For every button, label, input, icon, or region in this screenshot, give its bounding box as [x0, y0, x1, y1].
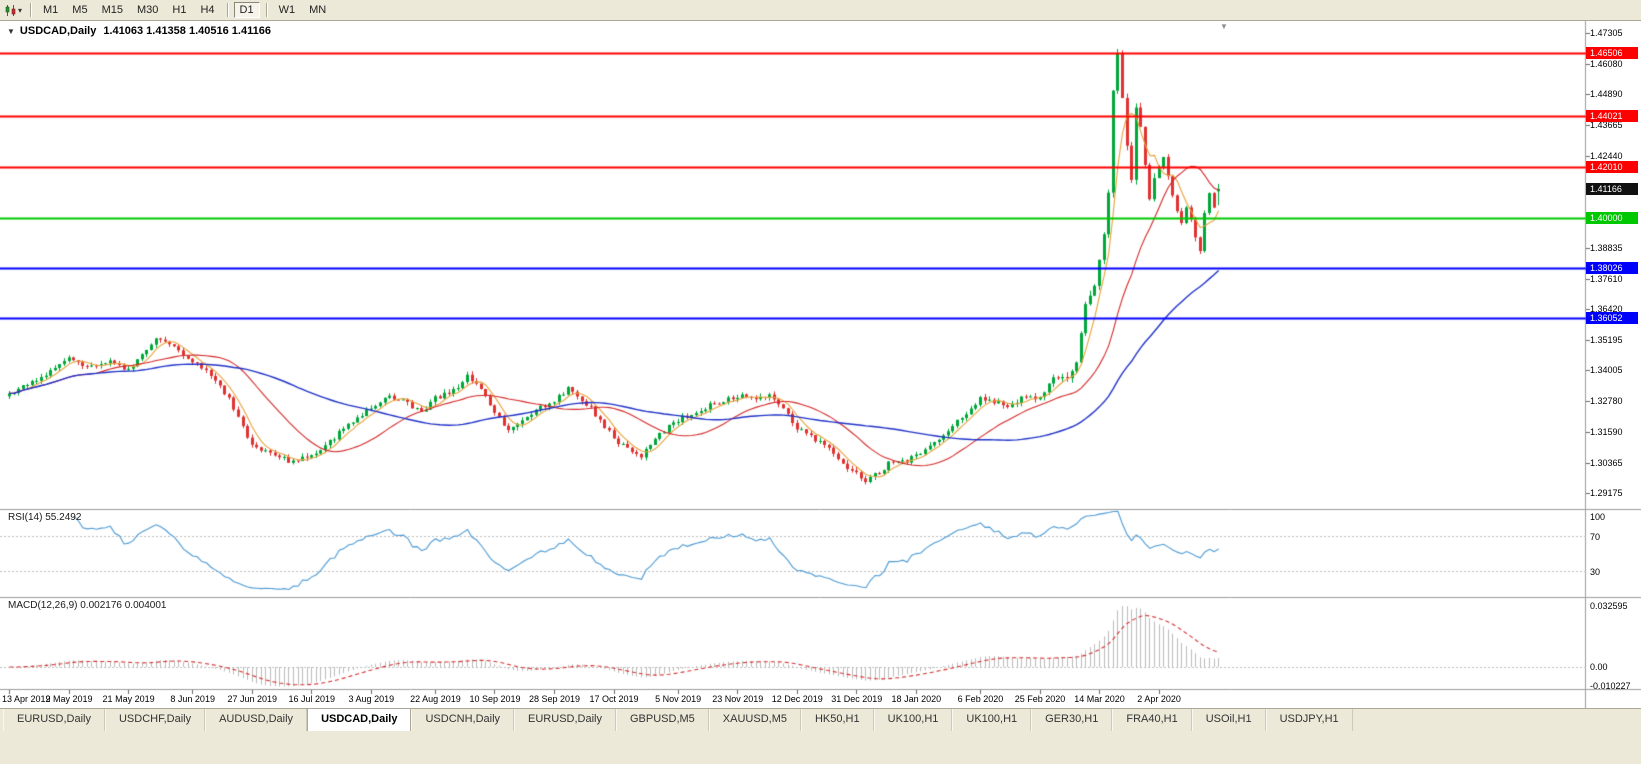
chart-tab-bar: EURUSD,Daily USDCHF,Daily AUDUSD,Daily USDC… — [0, 708, 1641, 731]
chart-tab-eurusd-daily[interactable]: EURUSD,Daily — [514, 709, 616, 731]
current-price-label: 1.41166 — [1586, 182, 1638, 195]
date-axis-label: 12 Dec 2019 — [771, 694, 823, 704]
chart-tab-hk50-h1[interactable]: HK50,H1 — [800, 709, 874, 731]
rsi-axis-label: 100 — [1590, 512, 1606, 522]
date-axis-label: 13 Apr 2019 — [2, 694, 51, 704]
timeframe-toolbar: ▾ M1 M5 M15 M30 H1 H4 D1 W1 MN — [0, 0, 1641, 21]
level-price-label: 1.44021 — [1586, 110, 1638, 123]
price-axis-label: 1.36420 — [1590, 304, 1623, 315]
macd-indicator-label: MACD(12,26,9) 0.002176 0.004001 — [8, 600, 167, 611]
chart-shift-marker-icon[interactable]: ▼ — [1220, 22, 1228, 31]
chart-tab-xauusd-m5[interactable]: XAUUSD,M5 — [708, 709, 801, 731]
date-axis-label: 3 Aug 2019 — [348, 694, 395, 704]
chart-tab-ger30-h1[interactable]: GER30,H1 — [1031, 709, 1113, 731]
timeframe-buttons: M1 M5 M15 M30 H1 H4 D1 W1 MN — [36, 2, 333, 18]
date-axis-label: 2 Apr 2020 — [1137, 694, 1181, 704]
price-axis-label: 1.37610 — [1590, 273, 1623, 284]
chart-tab-gbpusd-m5[interactable]: GBPUSD,M5 — [616, 709, 709, 731]
timeframe-button-d1[interactable]: D1 — [233, 2, 260, 18]
macd-axis-label: 0.00 — [1590, 662, 1608, 672]
timeframe-button-mn[interactable]: MN — [309, 4, 327, 16]
level-price-label: 1.42010 — [1586, 161, 1638, 174]
level-price-label: 1.40000 — [1586, 212, 1638, 225]
level-price-label: 1.36052 — [1586, 312, 1638, 325]
date-axis-label: 8 Jun 2019 — [170, 694, 215, 704]
dropdown-caret-icon[interactable]: ▾ — [18, 5, 23, 15]
price-axis-label: 1.34005 — [1590, 365, 1623, 376]
timeframe-button-h4[interactable]: H4 — [200, 4, 215, 16]
chart-type-icon[interactable] — [4, 4, 17, 17]
collapse-arrow-icon[interactable]: ▼ — [7, 27, 15, 36]
toolbar-separator — [226, 3, 228, 17]
chart-legend: ▼ USDCAD,Daily 1.41063 1.41358 1.40516 1.4… — [7, 25, 271, 37]
chart-tab-usdjpy-h1[interactable]: USDJPY,H1 — [1265, 709, 1353, 731]
price-axis-label: 1.31590 — [1590, 426, 1623, 437]
timeframe-button-m1[interactable]: M1 — [43, 4, 59, 16]
toolbar-separator — [30, 3, 32, 17]
date-axis-label: 31 Dec 2019 — [831, 694, 883, 704]
price-axis-label: 1.38835 — [1590, 242, 1623, 253]
date-axis-label: 14 Mar 2020 — [1074, 694, 1125, 704]
price-axis-label: 1.47305 — [1590, 28, 1623, 39]
price-chart-canvas[interactable] — [0, 0, 1641, 708]
chart-tab-usdchf-daily[interactable]: USDCHF,Daily — [104, 709, 206, 731]
date-axis-label: 6 Feb 2020 — [957, 694, 1004, 704]
date-axis-label: 16 Jul 2019 — [288, 694, 336, 704]
chart-tab-fra40-h1[interactable]: FRA40,H1 — [1112, 709, 1192, 731]
date-axis-label: 23 Nov 2019 — [712, 694, 764, 704]
date-axis-label: 10 Sep 2019 — [469, 694, 521, 704]
price-axis-label: 1.44890 — [1590, 89, 1623, 100]
ohlc-values: 1.41063 1.41358 1.40516 1.41166 — [103, 25, 271, 37]
rsi-indicator-label: RSI(14) 55.2492 — [8, 512, 82, 523]
chart-tab-audusd-daily[interactable]: AUDUSD,Daily — [205, 709, 308, 731]
date-axis-label: 27 Jun 2019 — [227, 694, 278, 704]
price-axis-label: 1.43665 — [1590, 120, 1623, 131]
date-axis-label: 28 Sep 2019 — [528, 694, 581, 704]
timeframe-button-m15[interactable]: M15 — [101, 4, 123, 16]
timeframe-button-h1[interactable]: H1 — [172, 4, 187, 16]
price-axis-label: 1.32780 — [1590, 396, 1623, 407]
macd-axis-label: 0.032595 — [1590, 601, 1628, 611]
level-price-label: 1.46506 — [1586, 47, 1638, 60]
chart-tab-usdcnh-daily[interactable]: USDCNH,Daily — [411, 709, 515, 731]
chart-tab-uk100-h1[interactable]: UK100,H1 — [952, 709, 1032, 731]
date-axis-label: 21 May 2019 — [102, 694, 155, 704]
price-axis-label: 1.29175 — [1590, 487, 1623, 498]
rsi-axis-label: 70 — [1590, 532, 1601, 543]
timeframe-button-m5[interactable]: M5 — [72, 4, 88, 16]
toolbar-separator — [265, 3, 267, 17]
price-axis-label: 1.46080 — [1590, 59, 1623, 70]
price-axis-label: 1.35195 — [1590, 335, 1623, 346]
rsi-axis-label: 30 — [1590, 566, 1601, 577]
price-axis-label: 1.30365 — [1590, 457, 1623, 468]
status-bar — [0, 731, 1641, 764]
chart-tab-eurusd-daily[interactable]: EURUSD,Daily — [3, 709, 105, 731]
date-axis-label: 25 Feb 2020 — [1014, 694, 1066, 704]
date-axis-label: 2 May 2019 — [45, 694, 93, 704]
date-axis-label: 22 Aug 2019 — [410, 694, 461, 704]
date-axis-label: 5 Nov 2019 — [655, 694, 702, 704]
timeframe-button-w1[interactable]: W1 — [278, 4, 296, 16]
price-axis-label: 1.42440 — [1590, 151, 1623, 162]
chart-tab-uk100-h1[interactable]: UK100,H1 — [873, 709, 953, 731]
date-axis-label: 18 Jan 2020 — [891, 694, 942, 704]
level-price-label: 1.38026 — [1586, 262, 1638, 275]
chart-tab-usoil-h1[interactable]: USOil,H1 — [1191, 709, 1266, 731]
date-axis-label: 17 Oct 2019 — [589, 694, 639, 704]
macd-axis-label: -0.010227 — [1590, 681, 1631, 691]
symbol-period-title: USDCAD,Daily — [19, 25, 97, 37]
timeframe-button-m30[interactable]: M30 — [136, 4, 159, 16]
chart-tab-usdcad-daily[interactable]: USDCAD,Daily — [307, 709, 412, 731]
